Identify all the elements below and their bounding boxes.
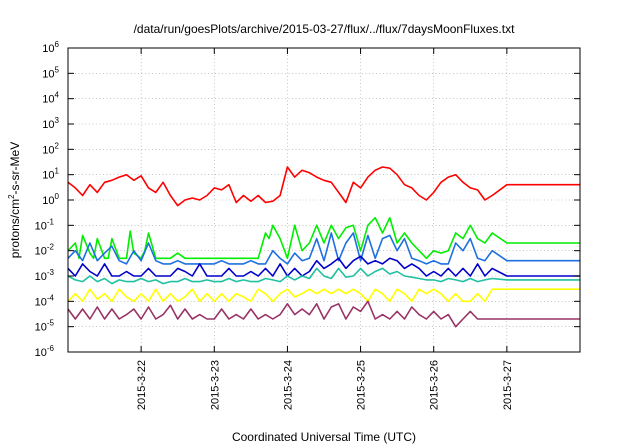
y-tick-exponent: 2 xyxy=(55,141,60,150)
y-axis-ticks: 10-610-510-410-310-210-11001011021031041… xyxy=(35,40,580,359)
y-tick-label: 10-1 xyxy=(35,217,55,232)
y-tick-label: 10-6 xyxy=(35,344,55,359)
series-line-1 xyxy=(67,166,580,207)
y-tick-base: 10 xyxy=(35,347,47,359)
y-tick-base: 10 xyxy=(42,94,54,106)
y-tick-exponent: -6 xyxy=(47,344,55,353)
y-tick-base: 10 xyxy=(35,296,47,308)
y-axis-label: protons/cm2-s-sr-MeV xyxy=(7,142,22,258)
y-tick-label: 102 xyxy=(42,141,59,156)
y-tick-base: 10 xyxy=(35,246,47,258)
y-tick-exponent: -3 xyxy=(47,268,55,277)
y-tick-exponent: 3 xyxy=(55,116,60,125)
y-tick-exponent: 4 xyxy=(55,91,60,100)
y-tick-base: 10 xyxy=(35,271,47,283)
y-tick-exponent: 0 xyxy=(55,192,60,201)
y-tick-label: 10-5 xyxy=(35,319,55,334)
series-line-2 xyxy=(67,216,580,260)
y-tick-base: 10 xyxy=(42,119,54,131)
y-tick-base: 10 xyxy=(42,170,54,182)
y-tick-exponent: -1 xyxy=(47,217,55,226)
y-tick-base: 10 xyxy=(35,220,47,232)
y-tick-label: 103 xyxy=(42,116,59,131)
y-tick-label: 104 xyxy=(42,91,59,106)
x-tick-label: 2015-3-24 xyxy=(282,360,294,410)
y-tick-label: 10-3 xyxy=(35,268,55,283)
x-axis-label: Coordinated Universal Time (UTC) xyxy=(232,430,416,444)
chart-title: /data/run/goesPlots/archive/2015-03-27/f… xyxy=(134,22,516,36)
y-tick-exponent: 6 xyxy=(55,40,60,49)
series-line-5 xyxy=(67,267,580,285)
y-axis-label-post: -s-sr-MeV xyxy=(8,142,22,195)
y-axis-label-pre: protons/cm xyxy=(8,199,22,258)
grid xyxy=(68,48,580,352)
y-tick-base: 10 xyxy=(42,68,54,80)
y-tick-label: 10-4 xyxy=(35,293,55,308)
x-tick-label: 2015-3-25 xyxy=(356,360,368,410)
y-tick-base: 10 xyxy=(42,43,54,55)
y-tick-exponent: 1 xyxy=(55,167,60,176)
y-tick-label: 106 xyxy=(42,40,59,55)
y-tick-exponent: 5 xyxy=(55,65,60,74)
y-tick-label: 101 xyxy=(42,167,59,182)
x-axis-ticks: 2015-3-22 2015-3-23 2015-3-24 2015-3-25 2015… xyxy=(136,48,514,410)
x-tick-label: 2015-3-27 xyxy=(502,360,514,410)
y-axis-label-sup: 2 xyxy=(7,194,16,199)
y-tick-base: 10 xyxy=(35,322,47,334)
series-line-3 xyxy=(67,232,580,265)
x-tick-label: 2015-3-26 xyxy=(429,360,441,410)
y-tick-exponent: -5 xyxy=(47,319,55,328)
x-tick-label: 2015-3-23 xyxy=(209,360,221,410)
series-line-7 xyxy=(67,300,580,328)
y-tick-exponent: -2 xyxy=(47,243,55,252)
series-line-6 xyxy=(67,288,580,303)
y-tick-exponent: -4 xyxy=(47,293,55,302)
y-tick-label: 105 xyxy=(42,65,59,80)
y-tick-label: 100 xyxy=(42,192,59,207)
y-tick-base: 10 xyxy=(42,144,54,156)
y-tick-base: 10 xyxy=(42,195,54,207)
series-layer xyxy=(67,166,580,328)
x-tick-label: 2015-3-22 xyxy=(136,360,148,410)
y-tick-label: 10-2 xyxy=(35,243,55,258)
